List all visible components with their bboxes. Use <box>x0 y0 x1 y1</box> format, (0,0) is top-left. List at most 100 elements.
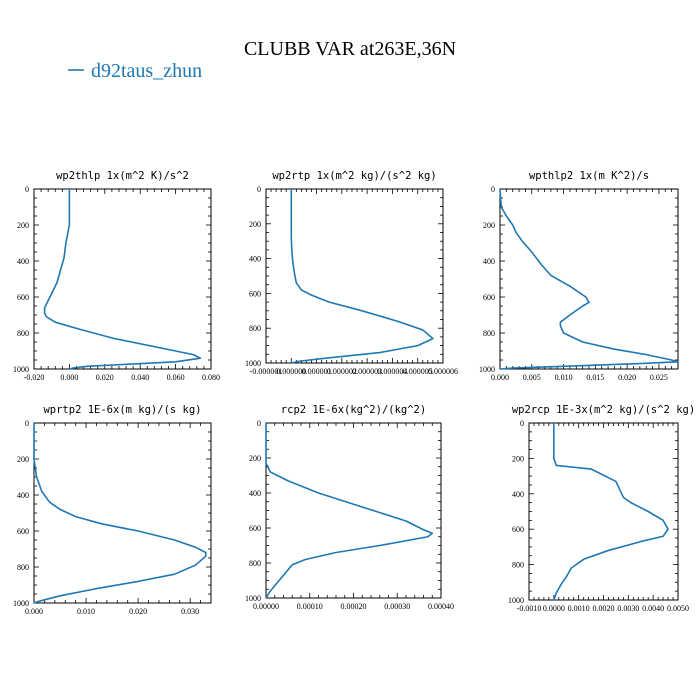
y-tick-label: 400 <box>512 490 524 499</box>
x-tick-label: 0.000 <box>491 373 509 382</box>
subplot-title: wp2rtp 1x(m^2 kg)/(s^2 kg) <box>272 170 436 182</box>
series-line <box>499 188 679 370</box>
y-tick-label: 0 <box>25 419 29 428</box>
figure-title: CLUBB VAR at263E,36N <box>244 38 456 60</box>
y-tick-label: 800 <box>249 324 261 333</box>
y-tick-label: 800 <box>483 329 495 338</box>
x-tick-label: 0.080 <box>202 373 220 382</box>
plot-frame <box>265 188 444 364</box>
x-tick-label: 0.0000 <box>543 604 565 613</box>
y-tick-label: 400 <box>17 491 29 500</box>
x-tick-label: 0.00010 <box>297 602 323 611</box>
x-tick-label: 0.0040 <box>642 604 664 613</box>
x-tick-label: 0.010 <box>77 607 95 616</box>
y-tick-label: 1000 <box>508 596 524 605</box>
y-tick-label: 600 <box>17 293 29 302</box>
y-tick-label: 800 <box>249 559 261 568</box>
y-tick-label: 800 <box>17 563 29 572</box>
y-tick-label: 1000 <box>13 365 29 374</box>
x-tick-label: 0.0050 <box>667 604 689 613</box>
subplot-2: wp2rtp 1x(m^2 kg)/(s^2 kg) 0 200 400 600 800 1… <box>245 170 458 376</box>
x-tick-label: 0.020 <box>96 373 114 382</box>
y-tick-label: 600 <box>249 524 261 533</box>
y-tick-label: 600 <box>17 527 29 536</box>
x-tick-label: 0.000003 <box>352 367 382 376</box>
figure-legend: d92taus_zhun <box>68 60 202 82</box>
y-tick-label: 0 <box>25 185 29 194</box>
y-tick-label: 200 <box>249 454 261 463</box>
x-tick-label: 0.0010 <box>568 604 590 613</box>
y-tick-label: 400 <box>17 257 29 266</box>
x-tick-label: 0.00020 <box>341 602 367 611</box>
x-tick-label: 0.005 <box>523 373 541 382</box>
y-tick-label: 200 <box>17 221 29 230</box>
x-tick-label: 0.020 <box>618 373 636 382</box>
y-tick-label: 1000 <box>245 359 261 368</box>
y-tick-label: 1000 <box>479 365 495 374</box>
x-tick-label: 0.030 <box>181 607 199 616</box>
subplot-grid: wp2thlp 1x(m^2 K)/s^202004006008001000-0… <box>13 170 695 616</box>
x-tick-label: 0.000001 <box>302 367 332 376</box>
x-tick-label: 0.000004 <box>377 367 407 376</box>
x-tick-label: 0.00000 <box>253 602 279 611</box>
x-tick-label: 0.010 <box>555 373 573 382</box>
x-tick-label: 0.000 <box>25 607 43 616</box>
y-tick-label: 800 <box>512 561 524 570</box>
x-tick-label: 0.0020 <box>593 604 615 613</box>
y-tick-label: 200 <box>17 455 29 464</box>
y-tick-label: 200 <box>249 220 261 229</box>
y-tick-label: 1000 <box>245 594 261 603</box>
subplot-1: wp2thlp 1x(m^2 K)/s^2 0 200 400 600 800 1000-0… <box>13 170 220 382</box>
x-tick-label: 0.015 <box>586 373 604 382</box>
x-tick-label: 0.00040 <box>428 602 454 611</box>
plot-frame <box>528 422 679 601</box>
x-tick-label: 0.00030 <box>384 602 410 611</box>
y-tick-label: 200 <box>483 221 495 230</box>
y-tick-label: 400 <box>483 257 495 266</box>
y-tick-label: 200 <box>512 454 524 463</box>
x-tick-label: -0.020 <box>24 373 45 382</box>
y-tick-label: 600 <box>249 289 261 298</box>
subplot-title: wpthlp2 1x(m K^2)/s <box>529 170 649 182</box>
x-tick-label: -0.000001 <box>250 367 283 376</box>
series-line <box>553 423 669 601</box>
y-tick-label: 800 <box>17 329 29 338</box>
plot-frame <box>499 188 679 370</box>
plot-frame <box>33 188 212 370</box>
series-line <box>290 189 434 364</box>
x-tick-label: 0.025 <box>650 373 668 382</box>
subplot-5: rcp2 1E-6x(kg^2)/(kg^2) 0 200 400 600 800 1000… <box>245 404 454 611</box>
x-tick-label: 0.000 <box>60 373 78 382</box>
y-tick-label: 1000 <box>13 599 29 608</box>
y-tick-label: 400 <box>249 489 261 498</box>
x-tick-label: 0.040 <box>131 373 149 382</box>
subplot-title: wp2rcp 1E-3x(m^2 kg)/(s^2 kg) <box>512 404 695 416</box>
y-tick-label: 0 <box>520 419 524 428</box>
legend-label: d92taus_zhun <box>91 60 202 82</box>
plot-frame <box>33 422 212 604</box>
x-tick-label: 0.0030 <box>617 604 639 613</box>
series-line <box>43 189 202 370</box>
x-tick-label: 0.000002 <box>327 367 357 376</box>
x-tick-label: 0.000006 <box>428 367 458 376</box>
subplot-title: wp2thlp 1x(m^2 K)/s^2 <box>56 170 189 182</box>
subplot-6: wp2rcp 1E-3x(m^2 kg)/(s^2 kg) 0 200 400 600 8… <box>508 404 695 613</box>
x-tick-label: 0.000005 <box>403 367 433 376</box>
y-tick-label: 400 <box>249 255 261 264</box>
subplot-4: wprtp2 1E-6x(m kg)/(s kg) 0 200 400 600 800 10… <box>13 404 212 616</box>
series-line <box>265 423 434 599</box>
y-tick-label: 600 <box>483 293 495 302</box>
y-tick-label: 0 <box>257 419 261 428</box>
subplot-3: wpthlp2 1x(m K^2)/s020040060080010000.00… <box>479 170 679 382</box>
plot-frame <box>265 422 442 599</box>
x-tick-label: 0.060 <box>167 373 185 382</box>
x-tick-label: 0.020 <box>129 607 147 616</box>
series-line <box>33 423 207 604</box>
x-tick-label: -0.0010 <box>517 604 542 613</box>
y-tick-label: 0 <box>491 185 495 194</box>
subplot-title: wprtp2 1E-6x(m kg)/(s kg) <box>43 404 201 416</box>
y-tick-label: 600 <box>512 525 524 534</box>
y-tick-label: 0 <box>257 185 261 194</box>
subplot-title: rcp2 1E-6x(kg^2)/(kg^2) <box>281 404 426 416</box>
